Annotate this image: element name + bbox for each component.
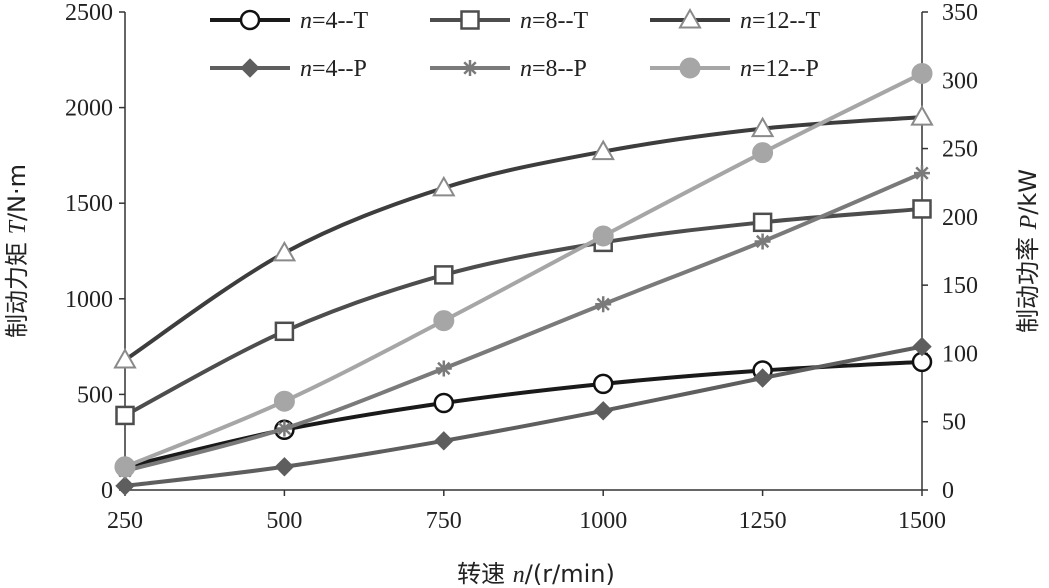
y-left-tick-label: 2000 [65,96,113,122]
data-point [912,336,932,357]
legend: n=4--T n=8--T n=12--T n=4--P n=8--P n=12--P [210,7,821,82]
y-right-tick-label: 150 [942,273,978,299]
series-line [123,206,924,418]
series-n-8-t [115,199,932,426]
data-point [273,390,295,412]
x-tick-label: 250 [107,508,143,534]
series-line [123,71,924,469]
x-tick-label: 1500 [898,508,946,534]
data-point [592,225,614,247]
data-point [432,175,456,197]
y-left-tick-label: 1000 [65,287,113,313]
legend-marker [240,58,260,78]
legend-marker [239,9,261,31]
y-left-tick-label: 500 [77,382,113,408]
data-point [274,457,295,477]
data-point [593,401,613,421]
legend-label: n=8--T [520,8,589,34]
legend-marker [462,60,478,76]
legend-item: n=4--T [210,8,369,34]
legend-marker [678,7,702,29]
data-point [276,420,293,437]
legend-label: n=4--P [300,56,367,82]
data-point [750,116,775,138]
data-point [752,142,774,164]
legend-label: n=8--P [520,56,587,82]
legend-marker [679,57,701,79]
x-tick-label: 750 [426,508,462,534]
legend-marker [460,10,480,30]
data-point [914,165,930,182]
data-point [591,139,615,161]
series-line [123,171,924,473]
data-point [272,240,297,262]
data-point [754,233,771,250]
data-point [595,296,612,313]
series-n-4-p [115,336,932,496]
data-point [912,199,932,219]
data-point [113,347,137,369]
data-point [434,265,454,285]
legend-item: n=4--P [210,56,367,82]
y-right-tick-label: 0 [942,478,954,504]
y-left-axis-title: 制动力矩 T/N·m [3,164,31,338]
data-point [115,405,135,426]
series-group [113,62,934,496]
y-right-tick-label: 200 [942,205,978,231]
data-point [274,321,295,342]
data-point [434,431,454,451]
data-point [752,368,773,388]
data-point [911,62,933,84]
legend-item: n=12--T [650,7,821,34]
x-tick-label: 1250 [739,508,787,534]
data-point [115,476,135,496]
series-line [123,359,924,470]
legend-item: n=8--P [430,56,587,82]
data-point [910,105,934,126]
series-line [123,115,924,362]
data-point [433,392,455,414]
y-right-tick-label: 50 [942,410,966,436]
series-n-12-p [114,62,933,478]
data-point [433,310,455,332]
y-right-tick-label: 350 [942,0,978,26]
data-point [752,212,773,233]
y-right-axis-title: 制动功率 P/kW [1014,169,1042,333]
y-left-tick-label: 1500 [65,191,113,217]
axes-group [119,11,928,496]
data-point [114,456,136,478]
legend-item: n=12--P [650,56,819,82]
y-left-tick-label: 2500 [65,0,113,26]
legend-label: n=4--T [300,8,369,34]
tick-labels: 250 500 750 1000 1250 15000500100015002000250… [65,0,978,534]
legend-label: n=12--T [740,8,821,34]
x-axis-title: 转速 n/(r/min) [457,560,615,588]
legend-label: n=12--P [740,56,819,82]
y-left-tick-label: 0 [101,478,113,504]
series-n-12-t [113,105,934,369]
series-n-8-p [117,165,930,479]
x-tick-label: 1000 [579,508,627,534]
data-point [592,373,614,395]
series-line [123,344,924,488]
data-point [435,360,452,377]
y-right-tick-label: 300 [942,68,978,94]
y-right-tick-label: 100 [942,341,978,367]
x-tick-label: 500 [266,508,302,534]
legend-item: n=8--T [430,8,589,34]
y-right-tick-label: 250 [942,137,978,163]
series-n-4-t [114,351,933,478]
